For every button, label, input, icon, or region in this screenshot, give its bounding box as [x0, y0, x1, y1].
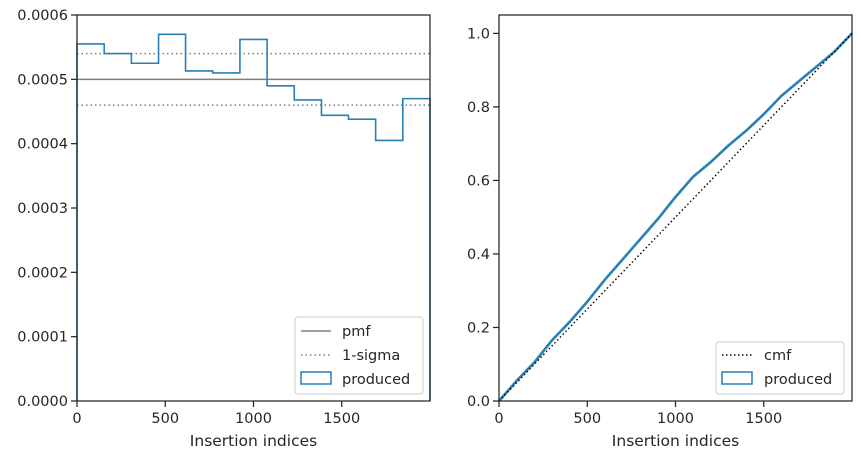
cumulative-x-ticks: 0 500 1000 1500 [494, 401, 782, 427]
y-tick-label-0-5: 0.0005 [17, 72, 68, 88]
histogram-x-axis-title: Insertion indices [190, 432, 317, 450]
legend-produced-swatch [300, 371, 332, 385]
histogram-x-ticks: 0 500 1000 1500 [72, 401, 360, 427]
x-tick-label-0-3: 1500 [323, 411, 360, 427]
legend-produced-label: produced [342, 372, 410, 388]
y-tick-label-0-1: 0.0001 [17, 330, 68, 346]
x-tick-label-1-0: 0 [494, 411, 503, 427]
produced-cumulative-line [498, 32, 853, 402]
x-tick-label-0-1: 500 [151, 411, 179, 427]
produced-step-histogram [76, 33, 431, 401]
y-tick-label-1-0: 0.0 [467, 394, 490, 410]
legend-produced-label-right: produced [764, 372, 832, 388]
y-tick-label-1-2: 0.4 [467, 247, 490, 263]
legend-cmf-label: cmf [764, 348, 792, 364]
y-tick-label-0-4: 0.0004 [17, 137, 68, 153]
histogram-legend-box [294, 316, 424, 395]
legend-sigma-label: 1-sigma [342, 348, 400, 364]
legend-pmf-label: pmf [342, 324, 371, 340]
histogram-marks [76, 33, 431, 401]
cumulative-y-ticks: 0.0 0.2 0.4 0.6 0.8 1.0 [467, 26, 499, 410]
histogram-y-ticks: 0.0000 0.0001 0.0002 0.0003 0.0004 0.0005 0.00… [17, 8, 77, 410]
y-tick-label-1-5: 1.0 [467, 26, 490, 42]
x-tick-label-1-1: 500 [573, 411, 601, 427]
cumulative-marks [498, 32, 853, 402]
x-tick-label-1-3: 1500 [745, 411, 782, 427]
cumulative-legend: cmf produced [715, 341, 845, 395]
y-tick-label-1-3: 0.6 [467, 173, 490, 189]
x-tick-label-0-2: 1000 [235, 411, 272, 427]
cumulative-panel: 0.0 0.2 0.4 0.6 0.8 1.0 0 500 1000 1500 Insertio… [467, 14, 853, 450]
cmf-line [498, 32, 853, 402]
y-tick-label-0-6: 0.0006 [17, 8, 68, 24]
x-tick-label-1-2: 1000 [657, 411, 694, 427]
cumulative-x-axis-title: Insertion indices [612, 432, 739, 450]
histogram-panel: 0.0000 0.0001 0.0002 0.0003 0.0004 0.0005 0.00… [17, 8, 431, 450]
y-tick-label-0-2: 0.0002 [17, 265, 68, 281]
y-tick-label-1-1: 0.2 [467, 320, 490, 336]
y-tick-label-1-4: 0.8 [467, 100, 490, 116]
x-tick-label-0-0: 0 [72, 411, 81, 427]
legend-produced-swatch-right [721, 371, 753, 385]
cumulative-legend-box [715, 341, 845, 395]
histogram-legend: pmf 1-sigma produced [294, 316, 424, 395]
y-tick-label-0-3: 0.0003 [17, 201, 68, 217]
y-tick-label-0-0: 0.0000 [17, 394, 68, 410]
